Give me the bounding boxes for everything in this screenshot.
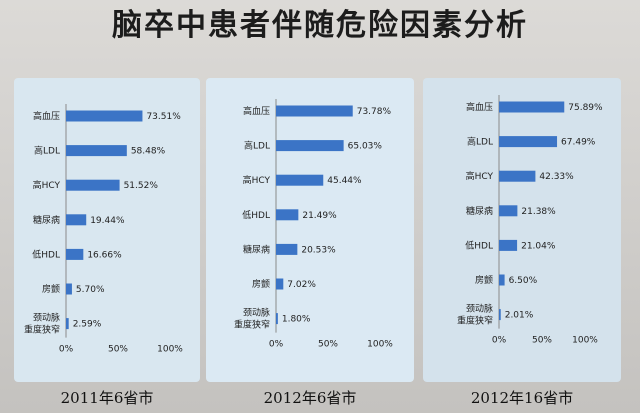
category-label: 低HDL	[465, 239, 493, 251]
x-tick-label: 100%	[572, 336, 598, 346]
category-label: 颈动脉重度狭窄	[234, 307, 270, 331]
category-label: 高LDL	[244, 140, 270, 152]
category-label: 低HDL	[242, 209, 270, 221]
bar	[499, 274, 505, 286]
value-label: 7.02%	[287, 280, 316, 290]
bar	[499, 170, 536, 182]
category-label: 高血压	[33, 110, 60, 122]
bar	[276, 174, 324, 186]
bar	[499, 136, 558, 148]
bar	[276, 313, 278, 325]
value-label: 2.59%	[73, 320, 102, 330]
value-label: 73.78%	[357, 107, 392, 117]
bar	[499, 205, 518, 217]
value-label: 58.48%	[131, 147, 166, 157]
bar-chart-2011-6: 73.51% 高血压 58.48% 高LDL 51.52% 高HCY 19.44% 糖尿病 16…	[24, 104, 183, 355]
value-label: 67.49%	[561, 138, 596, 148]
bar	[499, 309, 501, 321]
value-label: 65.03%	[348, 142, 383, 152]
bar	[66, 248, 84, 260]
value-label: 5.70%	[76, 285, 105, 295]
category-label: 高LDL	[467, 136, 493, 148]
bar	[66, 145, 127, 157]
bar	[276, 278, 284, 290]
x-tick-label: 100%	[367, 340, 393, 350]
value-label: 21.04%	[521, 241, 556, 251]
bar	[276, 209, 299, 221]
bar	[66, 214, 87, 226]
value-label: 19.44%	[90, 216, 125, 226]
value-label: 6.50%	[509, 276, 538, 286]
value-label: 51.52%	[124, 181, 159, 191]
category-label: 颈动脉重度狭窄	[457, 303, 493, 327]
bar	[66, 110, 143, 122]
value-label: 21.49%	[302, 211, 337, 221]
category-label: 高HCY	[33, 179, 61, 191]
value-label: 2.01%	[505, 311, 534, 321]
bar	[276, 105, 353, 117]
chart-panel-2012-6: 73.78% 高血压 65.03% 高LDL 45.44% 高HCY 21.49% 低HDL 2…	[206, 78, 414, 382]
bar	[499, 239, 518, 251]
chart-panel-2012-16: 75.89% 高血压 67.49% 高LDL 42.33% 高HCY 21.38% 糖尿病 21…	[423, 78, 621, 382]
chart-caption-2012-6: 2012年6省市	[263, 389, 357, 407]
bar	[276, 243, 298, 255]
value-label: 42.33%	[539, 172, 574, 182]
bar	[66, 283, 72, 295]
category-label: 糖尿病	[243, 243, 270, 255]
x-tick-label: 50%	[532, 336, 552, 346]
category-label: 高HCY	[243, 174, 271, 186]
bar	[66, 318, 69, 330]
chart-panel-2011-6: 73.51% 高血压 58.48% 高LDL 51.52% 高HCY 19.44% 糖尿病 16…	[14, 78, 200, 382]
slide-title: 脑卒中患者伴随危险因素分析	[112, 8, 528, 43]
value-label: 21.38%	[521, 207, 556, 217]
chart-caption-2011-6: 2011年6省市	[60, 389, 154, 407]
category-label: 房颤	[475, 274, 493, 286]
x-tick-label: 50%	[108, 345, 128, 355]
value-label: 16.66%	[87, 250, 122, 260]
category-label: 房颤	[42, 283, 60, 295]
bar	[66, 179, 120, 191]
category-label: 房颤	[252, 278, 270, 290]
x-tick-label: 0%	[269, 340, 284, 350]
x-tick-label: 100%	[157, 345, 183, 355]
x-tick-label: 0%	[59, 345, 74, 355]
x-tick-label: 50%	[318, 340, 338, 350]
value-label: 20.53%	[301, 245, 336, 255]
category-label: 高血压	[466, 101, 493, 113]
chart-caption-2012-16: 2012年16省市	[470, 389, 574, 407]
category-label: 高LDL	[34, 145, 60, 157]
value-label: 75.89%	[568, 103, 603, 113]
category-label: 糖尿病	[466, 205, 493, 217]
value-label: 1.80%	[282, 315, 311, 325]
x-tick-label: 0%	[492, 336, 507, 346]
bar-chart-2012-6: 73.78% 高血压 65.03% 高LDL 45.44% 高HCY 21.49% 低HDL 2…	[234, 99, 393, 350]
bar	[276, 140, 344, 152]
category-label: 高血压	[243, 105, 270, 117]
category-label: 颈动脉重度狭窄	[24, 312, 60, 336]
category-label: 低HDL	[32, 248, 60, 260]
bar	[499, 101, 565, 113]
value-label: 73.51%	[146, 112, 181, 122]
bar-chart-2012-16: 75.89% 高血压 67.49% 高LDL 42.33% 高HCY 21.38% 糖尿病 21…	[457, 95, 603, 346]
value-label: 45.44%	[327, 176, 362, 186]
category-label: 高HCY	[466, 170, 494, 182]
category-label: 糖尿病	[33, 214, 60, 226]
